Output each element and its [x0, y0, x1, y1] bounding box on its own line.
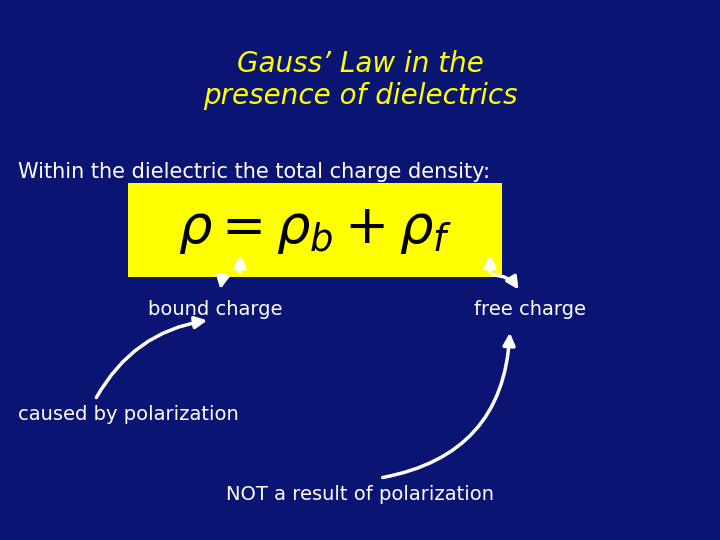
- Text: Within the dielectric the total charge density:: Within the dielectric the total charge d…: [18, 162, 490, 182]
- Text: NOT a result of polarization: NOT a result of polarization: [226, 485, 494, 504]
- Text: $\rho = \rho_b + \rho_f$: $\rho = \rho_b + \rho_f$: [178, 205, 452, 255]
- Text: free charge: free charge: [474, 300, 586, 319]
- FancyBboxPatch shape: [128, 183, 502, 277]
- Text: Gauss’ Law in the
presence of dielectrics: Gauss’ Law in the presence of dielectric…: [203, 50, 517, 110]
- Text: bound charge: bound charge: [148, 300, 282, 319]
- Text: caused by polarization: caused by polarization: [18, 405, 239, 424]
